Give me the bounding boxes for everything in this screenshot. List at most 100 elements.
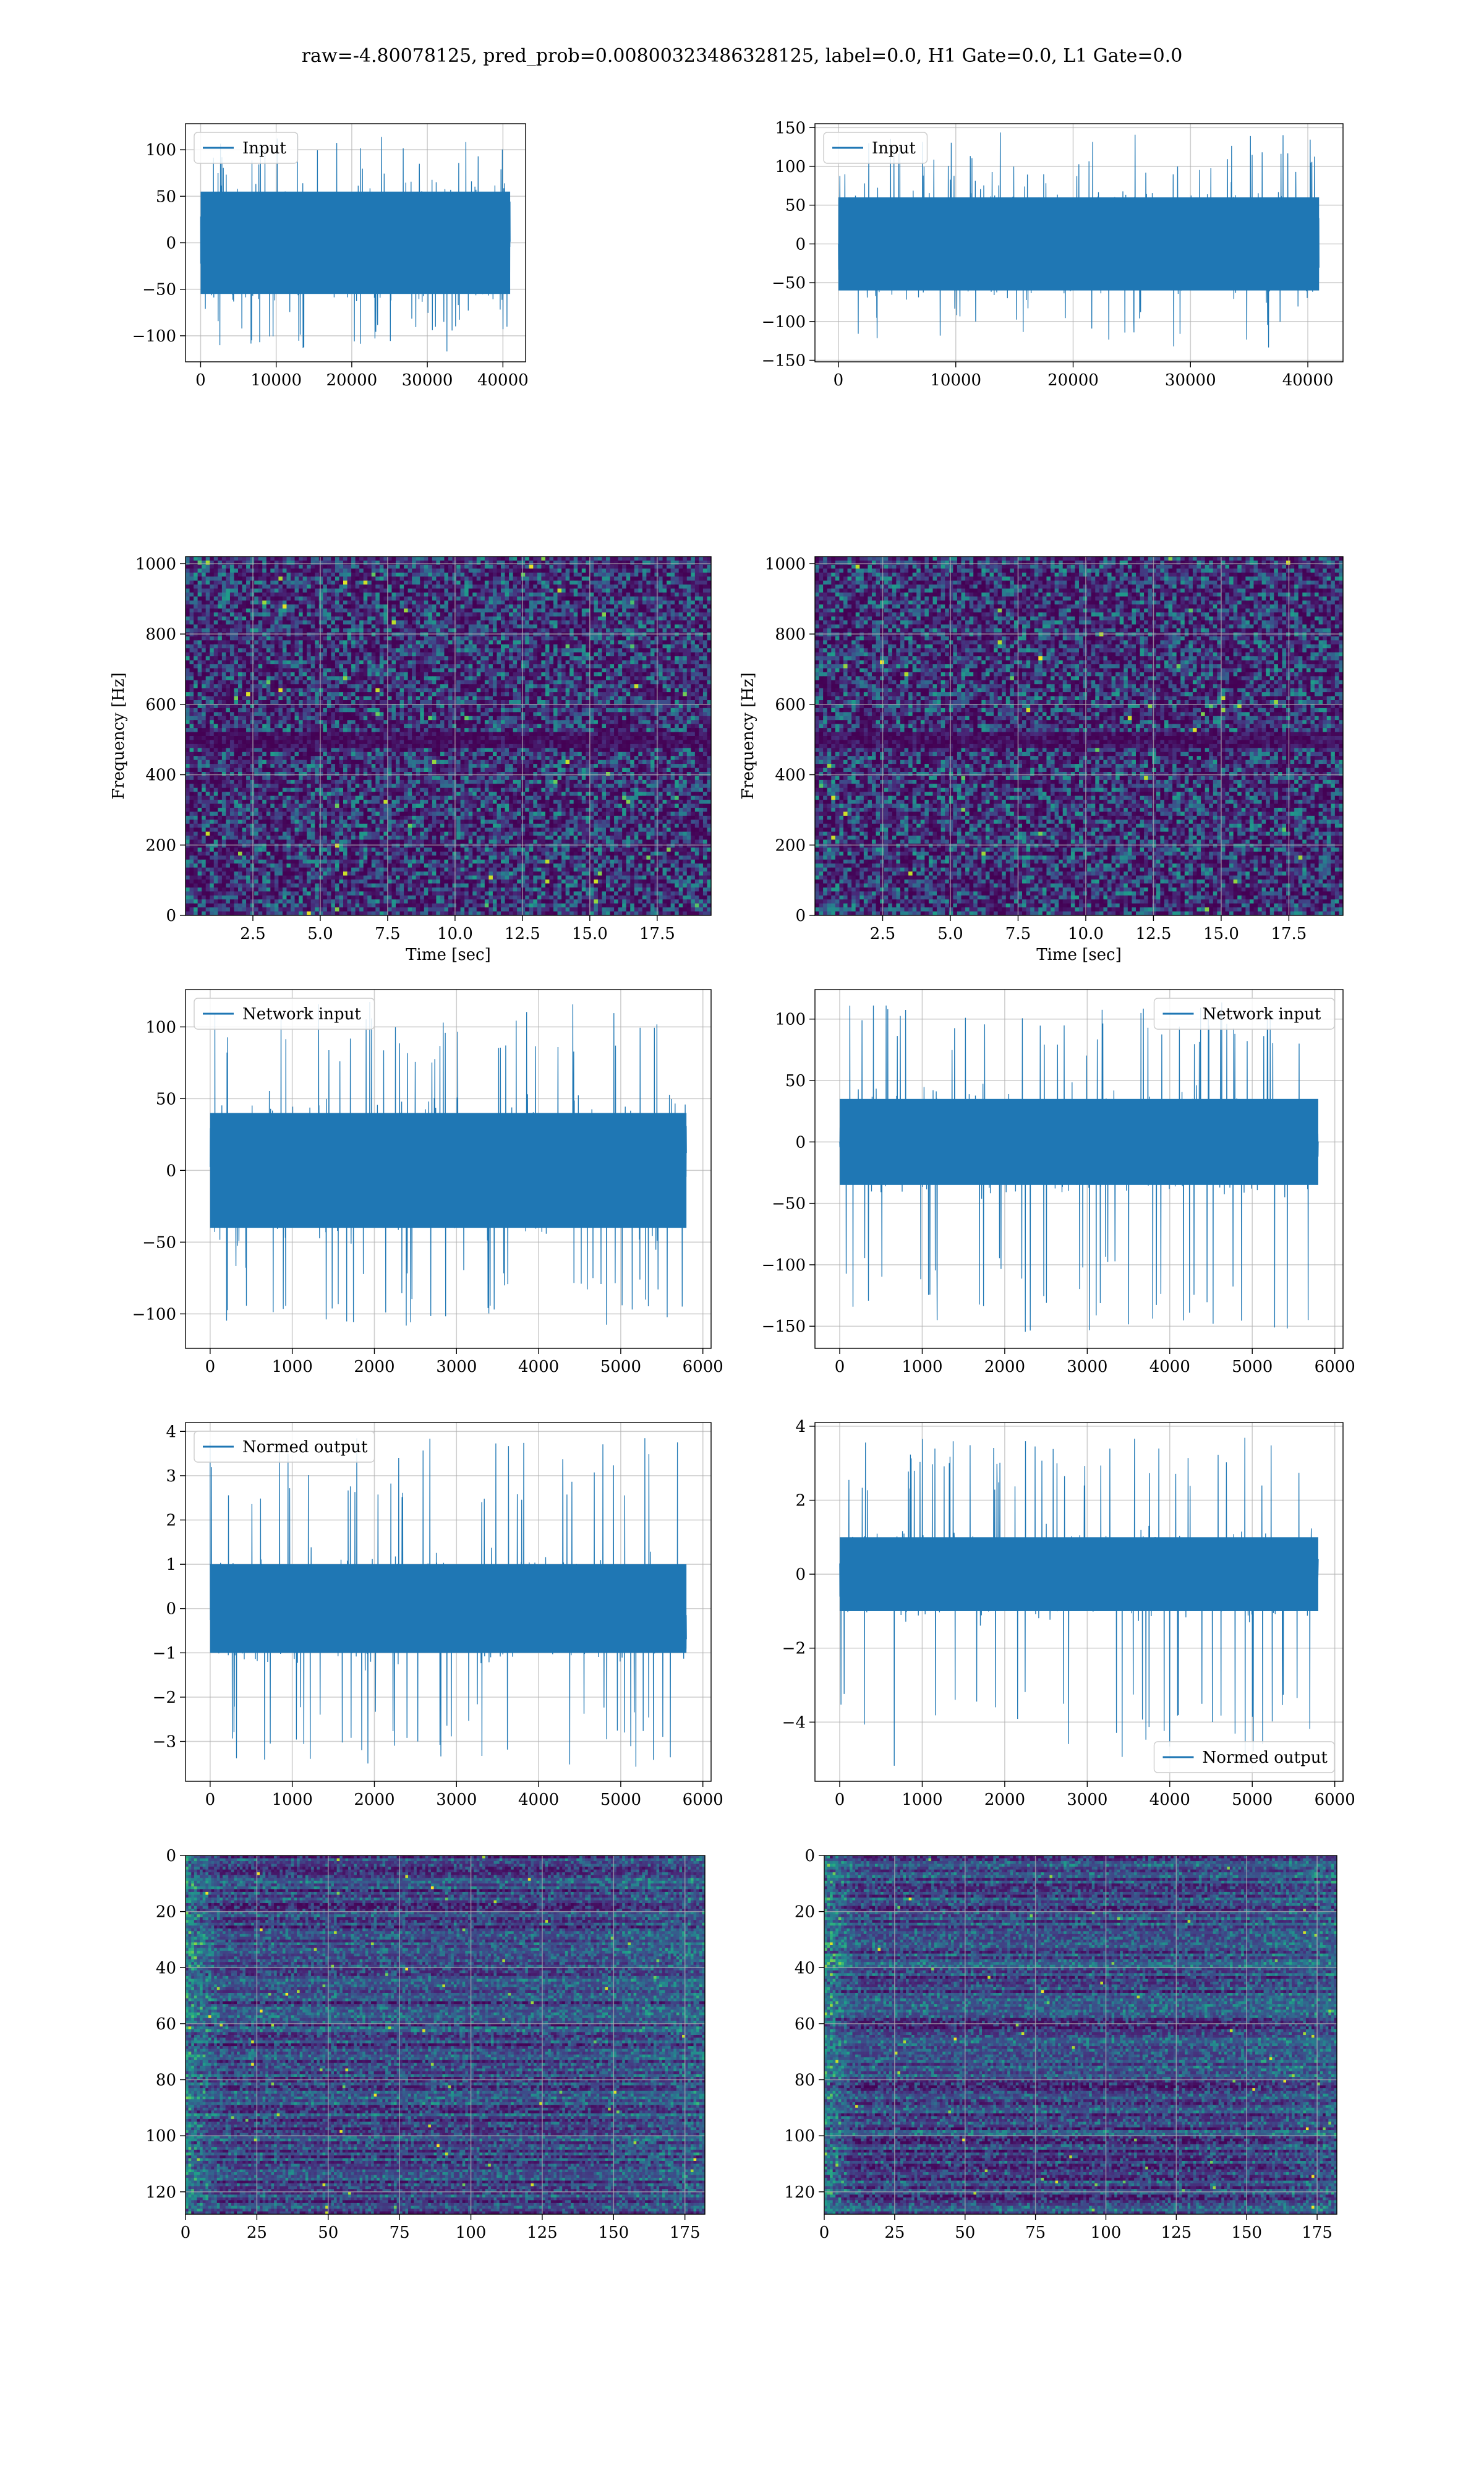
y-tick-label: 40 <box>795 1959 815 1977</box>
y-tick-label: −2 <box>153 1689 176 1707</box>
series-core <box>840 1537 1318 1611</box>
x-tick-label: 4000 <box>518 1791 559 1809</box>
x-tick-label: 4000 <box>1149 1358 1190 1376</box>
y-tick-label: 400 <box>145 766 176 785</box>
y-tick-label: −100 <box>762 1256 806 1275</box>
subplot-r3c0: 0 1000 2000 3000 4000 5000 6000−3−2−101234Norm… <box>153 1423 723 1809</box>
y-tick-label: 120 <box>784 2183 815 2202</box>
y-tick-label: 120 <box>145 2183 176 2202</box>
y-tick-label: 150 <box>775 119 806 137</box>
y-tick-label: 40 <box>156 1959 176 1977</box>
y-tick-label: 80 <box>795 2071 815 2090</box>
x-tick-label: 3000 <box>436 1358 477 1376</box>
x-tick-label: 12.5 <box>1135 925 1171 943</box>
x-tick-label: 125 <box>527 2224 558 2242</box>
y-tick-label: −50 <box>142 281 176 299</box>
y-tick-label: −150 <box>762 351 806 370</box>
x-tick-label: 40000 <box>1282 371 1334 390</box>
series-core <box>838 197 1319 290</box>
y-tick-label: 2 <box>166 1512 176 1530</box>
y-tick-label: 50 <box>156 1090 176 1108</box>
x-tick-label: 0 <box>835 1791 845 1809</box>
x-tick-label: 0 <box>181 2224 191 2242</box>
x-tick-label: 30000 <box>402 371 453 390</box>
y-tick-label: 1 <box>166 1556 176 1574</box>
plot-area <box>815 1423 1343 1781</box>
subplot-r1c1: 2.5 5.0 7.5 10.0 12.5 15.0 17.5020040060080010… <box>739 555 1344 964</box>
series-core <box>200 192 510 294</box>
y-tick-label: 200 <box>145 836 176 855</box>
y-tick-label: 50 <box>785 1072 806 1090</box>
plot-area <box>186 990 711 1348</box>
plot-area <box>815 990 1343 1348</box>
x-tick-label: 50 <box>955 2224 975 2242</box>
x-tick-label: 20000 <box>326 371 378 390</box>
x-axis-label: Time [sec] <box>1036 946 1122 964</box>
plot-area <box>186 1423 711 1781</box>
x-tick-label: 0 <box>819 2224 830 2242</box>
y-axis-label: Frequency [Hz] <box>739 672 757 800</box>
y-tick-label: 600 <box>145 696 176 714</box>
x-tick-label: 5000 <box>600 1791 641 1809</box>
x-tick-label: 2000 <box>984 1358 1025 1376</box>
x-tick-label: 6000 <box>1315 1791 1355 1809</box>
y-tick-label: 0 <box>166 1600 176 1619</box>
x-tick-label: 175 <box>1302 2224 1333 2242</box>
legend-label: Network input <box>242 1005 361 1024</box>
y-tick-label: 80 <box>156 2071 176 2090</box>
legend: Normed output <box>194 1431 375 1462</box>
plot-area <box>186 1856 706 2215</box>
x-tick-label: 50 <box>318 2224 338 2242</box>
x-tick-label: 1000 <box>902 1358 942 1376</box>
y-tick-label: 0 <box>795 235 806 254</box>
x-tick-label: 10000 <box>930 371 981 390</box>
y-tick-label: 100 <box>145 2127 176 2146</box>
y-tick-label: 4 <box>795 1418 806 1436</box>
y-tick-label: 800 <box>145 625 176 644</box>
y-tick-label: 3 <box>166 1467 176 1486</box>
subplot-r0c1: 0 10000 20000 30000 40000−150−100−5005010015… <box>762 119 1343 390</box>
x-tick-label: 0 <box>205 1791 216 1809</box>
heatmap-image <box>815 557 1344 916</box>
x-tick-label: 150 <box>1231 2224 1262 2242</box>
y-tick-label: 100 <box>775 158 806 176</box>
series-core <box>210 1113 686 1228</box>
x-tick-label: 125 <box>1161 2224 1192 2242</box>
y-tick-label: 800 <box>775 625 806 644</box>
y-tick-label: 100 <box>784 2127 815 2146</box>
y-tick-label: 60 <box>795 2015 815 2034</box>
x-tick-label: 0 <box>195 371 206 390</box>
y-tick-label: −100 <box>132 327 176 346</box>
x-tick-label: 3000 <box>1067 1358 1107 1376</box>
y-tick-label: 0 <box>795 1133 806 1152</box>
x-tick-label: 2000 <box>984 1791 1025 1809</box>
y-tick-label: 100 <box>145 1018 176 1037</box>
x-tick-label: 150 <box>598 2224 629 2242</box>
x-tick-label: 5000 <box>1232 1791 1273 1809</box>
x-tick-label: 7.5 <box>1005 925 1031 943</box>
x-tick-label: 17.5 <box>639 925 675 943</box>
x-tick-label: 40000 <box>477 371 529 390</box>
x-tick-label: 7.5 <box>375 925 400 943</box>
x-tick-label: 0 <box>205 1358 216 1376</box>
legend: Input <box>824 132 927 163</box>
x-tick-label: 6000 <box>683 1791 723 1809</box>
legend: Normed output <box>1154 1742 1335 1773</box>
legend-label: Input <box>242 139 286 158</box>
legend-label: Network input <box>1203 1005 1321 1024</box>
legend: Network input <box>1154 998 1335 1029</box>
y-tick-label: 2 <box>795 1492 806 1510</box>
x-tick-label: 10.0 <box>1068 925 1104 943</box>
y-tick-label: −100 <box>132 1305 176 1324</box>
x-tick-label: 0 <box>835 1358 845 1376</box>
x-tick-label: 0 <box>834 371 844 390</box>
y-tick-label: 0 <box>166 234 176 253</box>
legend-label: Normed output <box>242 1438 368 1457</box>
legend: Network input <box>194 998 375 1029</box>
y-tick-label: 200 <box>775 836 806 855</box>
x-tick-label: 30000 <box>1165 371 1216 390</box>
x-tick-label: 5000 <box>600 1358 641 1376</box>
